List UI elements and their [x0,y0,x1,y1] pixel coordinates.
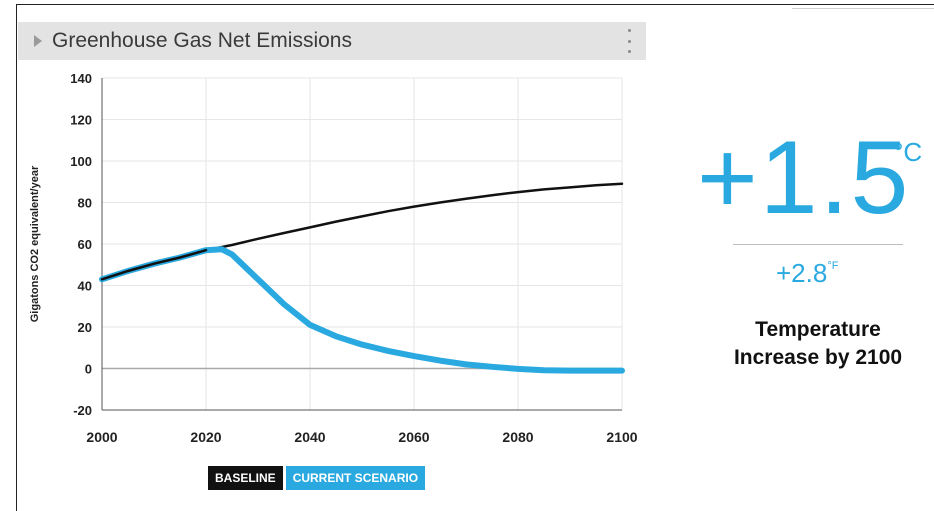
x-tick-label: 2060 [398,429,429,445]
x-tick-label: 2040 [294,429,325,445]
y-tick-label: 100 [70,154,92,169]
chart-legend: BASELINE CURRENT SCENARIO [208,466,426,490]
x-tick-label: 2000 [86,429,117,445]
x-tick-label: 2020 [190,429,221,445]
y-tick-label: 0 [85,362,92,377]
y-tick-label: 120 [70,113,92,128]
fahrenheit-increase: +2.8°F [776,258,838,289]
x-tick-label: 2080 [502,429,533,445]
fahrenheit-value: +2.8 [776,258,828,288]
y-tick-label: -20 [73,403,92,418]
series-baseline-overlay [100,248,208,281]
fahrenheit-unit: °F [827,260,839,272]
panel-header[interactable]: Greenhouse Gas Net Emissions [18,22,646,60]
result-divider [733,244,903,245]
legend-baseline[interactable]: BASELINE [208,466,283,490]
y-tick-label: 60 [78,237,92,252]
celsius-unit: °C [893,137,923,167]
x-tick-label: 2100 [606,429,637,445]
legend-current-scenario[interactable]: CURRENT SCENARIO [285,466,426,490]
series-baseline-line [100,182,624,281]
chevron-right-icon[interactable] [34,35,42,47]
y-axis-label: Gigatons CO2 equivalent/year [29,165,41,322]
dashboard-frame [16,4,934,511]
y-tick-label: 140 [70,71,92,86]
temperature-caption: Temperature Increase by 2100 [733,318,903,369]
top-divider [792,8,934,9]
y-tick-label: 40 [78,279,92,294]
y-tick-label: 20 [78,320,92,335]
y-tick-label: 80 [78,196,92,211]
series-current-scenario-line [99,246,625,374]
panel-title: Greenhouse Gas Net Emissions [52,29,352,52]
celsius-increase: +1.5 [697,120,911,236]
kebab-menu-icon[interactable] [624,29,634,53]
